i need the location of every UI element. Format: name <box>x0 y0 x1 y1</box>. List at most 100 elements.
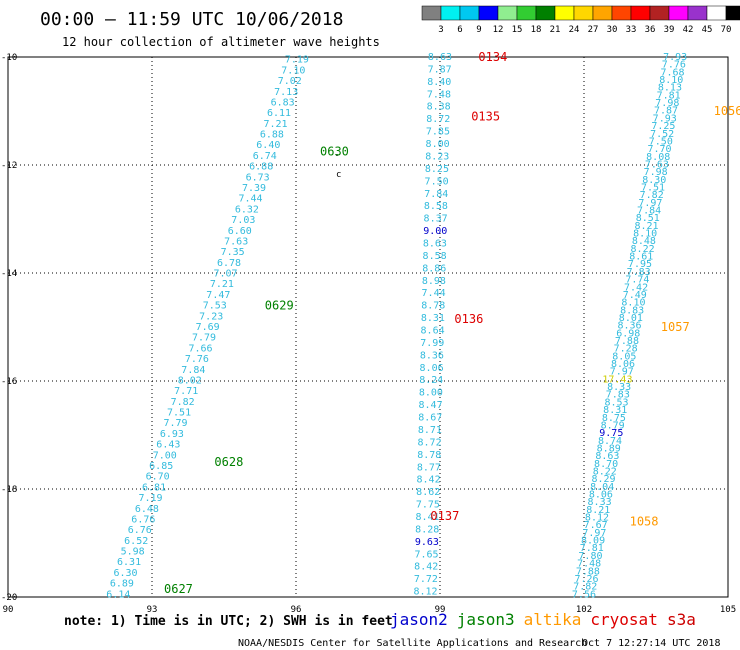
colorbar-swatch <box>649 5 670 21</box>
wave-height-value: 7.76 <box>185 354 209 365</box>
wave-height-value: 7.28 <box>614 344 638 355</box>
wave-height-value: 7.81 <box>580 543 604 554</box>
axis-ticks: 90 93 96 99 102 105 -20 -18 -16 -14 -12 -10 <box>1 53 736 615</box>
wave-height-value: 7.21 <box>263 119 287 130</box>
wave-height-value: 6.52 <box>124 536 148 547</box>
satellite-legend-jason3: jason3 <box>457 610 515 629</box>
colorbar-label: 30 <box>607 25 618 35</box>
colorbar-label: 33 <box>626 25 637 35</box>
wave-height-value: 7.25 <box>651 121 675 132</box>
wave-height-value: 6.76 <box>131 514 155 525</box>
colorbar-label: 42 <box>683 25 694 35</box>
wave-height-value: 7.48 <box>427 89 451 100</box>
wave-height-value: 7.51 <box>167 408 191 419</box>
wave-height-value: 8.05 <box>612 351 636 362</box>
wave-height-value: 8.00 <box>426 139 450 150</box>
wave-height-value: 7.87 <box>428 64 452 75</box>
marker-glyph: c <box>336 170 341 180</box>
wave-height-value: 8.78 <box>417 450 441 461</box>
wave-height-value: 8.40 <box>427 77 451 88</box>
wave-height-value: 8.25 <box>425 164 449 175</box>
wave-height-value: 7.67 <box>584 520 608 531</box>
wave-height-value: 9.75 <box>599 428 623 439</box>
wave-height-value: 6.76 <box>128 525 152 536</box>
colorbar-label: 24 <box>569 25 580 35</box>
wave-height-value: 8.61 <box>629 252 653 263</box>
colorbar-swatch <box>535 5 556 21</box>
colorbar-swatch <box>497 5 518 21</box>
wave-height-value: 8.30 <box>642 175 666 186</box>
wave-height-value: 6.73 <box>246 172 270 183</box>
time-label: 0136 <box>454 312 483 326</box>
wave-height-value: 8.24 <box>419 375 443 386</box>
wave-height-value: 8.83 <box>620 305 644 316</box>
wave-height-value: 7.56 <box>572 589 596 600</box>
wave-height-value: 8.10 <box>659 75 683 86</box>
wave-height-value: 7.00 <box>153 450 177 461</box>
wave-height-value: 7.49 <box>623 290 647 301</box>
wave-height-value: 6.31 <box>117 557 141 568</box>
wave-height-value: 7.95 <box>628 259 652 270</box>
wave-height-value: 7.65 <box>415 549 439 560</box>
wave-height-value: 7.52 <box>650 129 674 140</box>
wave-height-value: 7.87 <box>654 106 678 117</box>
chart-subtitle: 12 hour collection of altimeter wave hei… <box>62 35 380 49</box>
wave-height-value: 7.21 <box>210 279 234 290</box>
wave-height-value: 8.42 <box>417 475 441 486</box>
time-label: 0628 <box>214 455 243 469</box>
colorbar-label: 6 <box>457 25 462 35</box>
wave-height-value: 6.85 <box>149 461 173 472</box>
wave-height-value: 7.48 <box>577 559 601 570</box>
colorbar-swatch <box>554 5 575 21</box>
wave-height-value: 7.97 <box>610 367 634 378</box>
wave-height-value: 7.93 <box>663 52 687 63</box>
satellite-legend: jason2 jason3 altika cryosat s3a <box>390 610 696 629</box>
time-label: 1058 <box>630 514 659 528</box>
wave-height-value: 8.63 <box>595 451 619 462</box>
wave-height-value: 6.48 <box>135 504 159 515</box>
wave-height-value: 8.63 <box>428 52 452 63</box>
wave-height-value: 7.47 <box>206 290 230 301</box>
colorbar-label: 18 <box>531 25 542 35</box>
wave-height-value: 7.81 <box>657 90 681 101</box>
wave-height-value: 8.72 <box>418 437 442 448</box>
wave-height-value: 6.43 <box>156 440 180 451</box>
wave-height-value: 8.75 <box>602 413 626 424</box>
wave-height-value: 7.93 <box>653 113 677 124</box>
wave-height-value: 8.04 <box>590 482 614 493</box>
wave-height-value: 8.36 <box>420 350 444 361</box>
wave-height-value: 8.00 <box>419 388 443 399</box>
colorbar-swatch <box>478 5 499 21</box>
wave-height-value: 7.71 <box>174 386 198 397</box>
x-tick-label: 105 <box>720 605 736 615</box>
wave-height-value: 7.82 <box>171 397 195 408</box>
footer-timestamp: Oct 7 12:27:14 UTC 2018 <box>582 638 720 649</box>
wave-height-value: 5.98 <box>121 547 145 558</box>
wave-height-value: 7.39 <box>242 183 266 194</box>
wave-height-value: 8.37 <box>424 214 448 225</box>
wave-height-value: 8.13 <box>658 83 682 94</box>
wave-height-value: 7.50 <box>649 136 673 147</box>
colorbar-swatch <box>440 5 461 21</box>
wave-height-value: 8.12 <box>585 513 609 524</box>
wave-height-value: 7.10 <box>281 65 305 76</box>
time-label: 0134 <box>478 50 507 64</box>
wave-height-value: 8.12 <box>414 587 438 598</box>
wave-height-value: 8.21 <box>634 221 658 232</box>
wave-height-value: 6.11 <box>267 108 291 119</box>
wave-height-value: 7.53 <box>203 301 227 312</box>
colorbar-swatch <box>630 5 651 21</box>
wave-height-value: 8.67 <box>418 413 442 424</box>
wave-height-value: 8.86 <box>422 263 446 274</box>
wave-height-value: 7.84 <box>424 189 448 200</box>
wave-height-value: 7.97 <box>582 528 606 539</box>
wave-height-value: 7.88 <box>576 566 600 577</box>
wave-height-value: 6.98 <box>616 328 640 339</box>
y-tick-label: -12 <box>1 161 17 171</box>
wave-height-value: 8.79 <box>601 420 625 431</box>
wave-height-value: 8.08 <box>646 152 670 163</box>
wave-height-value: 7.85 <box>426 127 450 138</box>
colorbar-swatch <box>516 5 537 21</box>
